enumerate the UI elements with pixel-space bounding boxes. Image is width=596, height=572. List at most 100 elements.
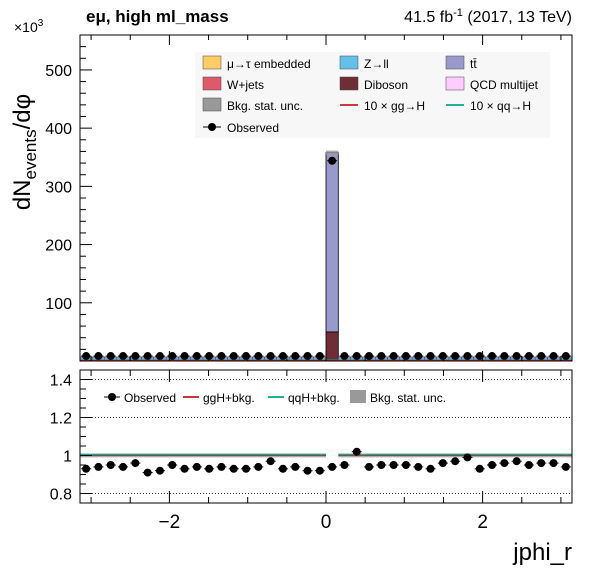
ratio-y-tick-label: 1 [63, 449, 72, 466]
ratio-point [475, 464, 484, 473]
observed-point [549, 352, 558, 361]
observed-point [451, 352, 460, 361]
observed-point [119, 352, 128, 361]
observed-point [377, 352, 386, 361]
legend-label: 10 × qq→H [470, 99, 531, 113]
observed-point [389, 352, 398, 361]
ratio-y-tick-label: 0.8 [50, 487, 72, 504]
main-legend: μ→τ embedded Z→ll tt̄ W+jets Diboson QCD mult… [195, 52, 550, 138]
ratio-point [217, 462, 226, 471]
lumi-label: 41.5 fb-1 (2017, 13 TeV) [404, 7, 572, 26]
observed-point [143, 352, 152, 361]
ratio-point [549, 459, 558, 468]
ratio-point [426, 464, 435, 473]
ratio-point [278, 464, 287, 473]
legend-marker [208, 123, 216, 131]
observed-point [328, 156, 337, 165]
ratio-point [524, 461, 533, 469]
main-y-tick-label: 100 [45, 296, 72, 313]
observed-point [488, 352, 497, 361]
ratio-point [82, 464, 91, 473]
observed-point [291, 352, 300, 361]
observed-point [340, 352, 349, 361]
ratio-point [155, 466, 164, 475]
observed-point [315, 352, 324, 361]
main-y-tick-label: 200 [45, 238, 72, 255]
ratio-point [537, 459, 546, 468]
ratio-point [143, 468, 152, 477]
legend-label: Observed [227, 121, 279, 135]
ratio-plot-frame [79, 369, 573, 504]
legend-swatch [339, 76, 359, 91]
ratio-plot-area: 0.8 1 1.2 1.4 −2 0 2 [50, 369, 573, 533]
observed-point [278, 352, 287, 361]
ratio-point [328, 462, 337, 471]
observed-point [401, 352, 410, 361]
stack-bar [325, 331, 339, 362]
observed-point [205, 352, 214, 361]
legend-background [195, 52, 550, 138]
ratio-point [488, 461, 497, 469]
observed-point [537, 352, 546, 361]
ratio-central-gap [326, 453, 339, 458]
observed-point [242, 352, 251, 361]
ratio-point [352, 447, 361, 456]
observed-point [168, 352, 177, 361]
ratio-point [205, 464, 214, 473]
legend-swatch [202, 76, 222, 91]
ratio-legend-swatch [350, 390, 366, 403]
ratio-point [365, 462, 374, 471]
ratio-point [561, 462, 570, 471]
ratio-point [340, 461, 349, 469]
observed-point [155, 352, 164, 361]
ratio-legend-label: Observed [124, 391, 176, 405]
legend-swatch [445, 76, 465, 91]
ratio-point [500, 459, 509, 468]
legend-label: μ→τ embedded [227, 57, 311, 71]
main-plot-area: 100 200 300 400 500 [45, 34, 573, 362]
ratio-point [106, 461, 115, 469]
observed-point [352, 352, 361, 361]
ratio-point [180, 464, 189, 473]
observed-point [180, 352, 189, 361]
ratio-point [291, 462, 300, 471]
ratio-legend-marker [108, 393, 116, 401]
observed-point [414, 352, 423, 361]
observed-point [512, 352, 521, 361]
ratio-legend-label: qqH+bkg. [288, 391, 340, 405]
observed-point [82, 352, 91, 361]
stat-unc-band [326, 150, 339, 155]
ratio-point [315, 466, 324, 475]
observed-point [426, 352, 435, 361]
x-axis-label: jphi_r [512, 539, 572, 566]
observed-point [475, 352, 484, 361]
main-y-axis-label: dNevents/dφ [9, 94, 40, 210]
ratio-point [229, 464, 238, 473]
legend-swatch [339, 55, 359, 70]
x-tick-label: 2 [477, 512, 488, 533]
observed-point [500, 352, 509, 361]
legend-swatch [445, 55, 465, 70]
observed-point [561, 352, 570, 361]
ratio-point [254, 462, 263, 471]
ratio-point [512, 457, 521, 466]
observed-point [303, 352, 312, 361]
main-y-tick-label: 500 [45, 63, 72, 80]
ratio-point [451, 457, 460, 466]
legend-label: Diboson [364, 78, 408, 92]
ratio-point [119, 462, 128, 471]
observed-point [463, 352, 472, 361]
x-tick-label: −2 [159, 512, 181, 533]
observed-point [524, 352, 533, 361]
ratio-point [414, 462, 423, 471]
observed-point [192, 352, 201, 361]
legend-label: QCD multijet [470, 78, 539, 92]
legend-swatch [202, 97, 222, 112]
main-y-tick-label: 400 [45, 121, 72, 138]
ratio-point [377, 461, 386, 469]
legend-label: Bkg. stat. unc. [227, 99, 303, 113]
ratio-legend: Observed ggH+bkg. qqH+bkg. Bkg. stat. unc. [104, 390, 446, 405]
observed-point [217, 352, 226, 361]
observed-point [94, 352, 103, 361]
observed-point [438, 352, 447, 361]
